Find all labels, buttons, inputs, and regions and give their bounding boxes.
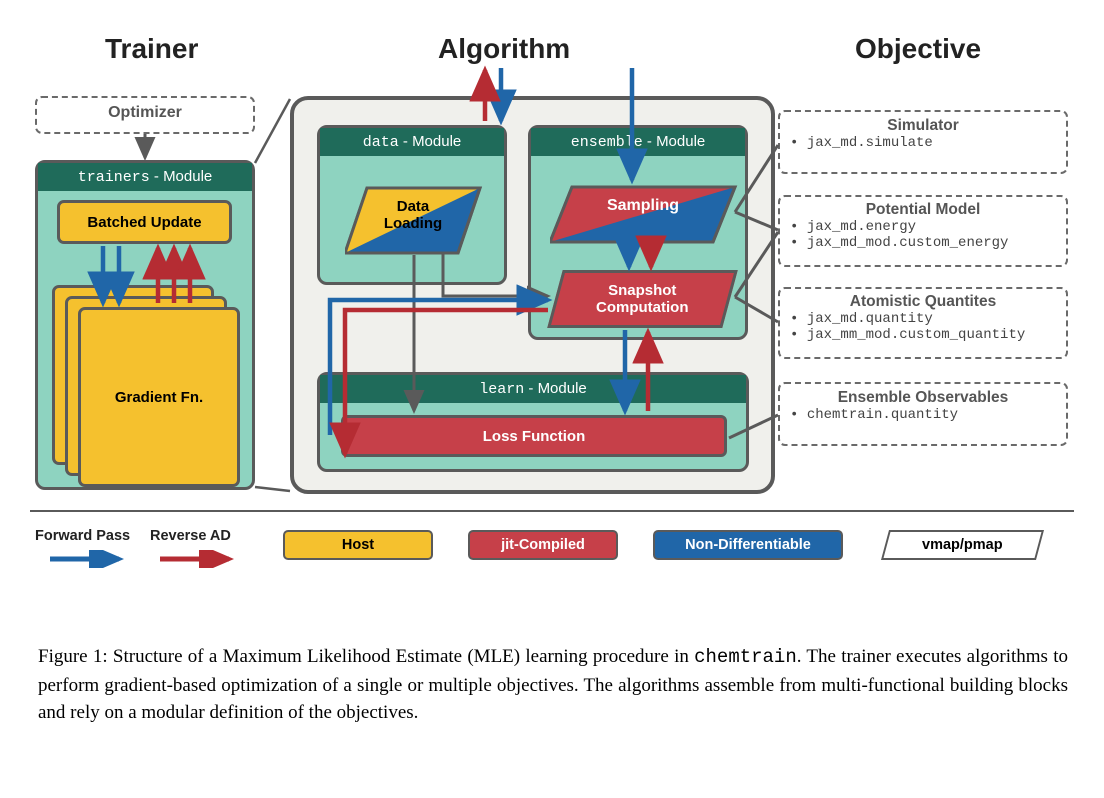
legend-divider [30, 510, 1074, 512]
legend-vmap: vmap/pmap [881, 530, 1044, 560]
data-loading-label: DataLoading [372, 198, 454, 232]
legend-host: Host [283, 530, 433, 560]
obj-simulator: Simulator • jax_md.simulate [778, 110, 1068, 174]
legend-forward-arrow [47, 550, 137, 568]
obj-potential: Potential Model • jax_md.energy • jax_md… [778, 195, 1068, 267]
legend-reverse-label: Reverse AD [150, 528, 231, 544]
title-trainer: Trainer [105, 33, 198, 65]
title-objective: Objective [855, 33, 981, 65]
legend-nondiff: Non-Differentiable [653, 530, 843, 560]
diagram-root: Trainer Algorithm Objective Optimizer tr… [0, 0, 1104, 798]
data-module-header: data - Module [320, 128, 504, 156]
sampling-shape [550, 182, 740, 252]
figure-caption: Figure 1: Structure of a Maximum Likelih… [38, 643, 1068, 727]
trainers-module-header: trainers - Module [38, 163, 252, 191]
gradient-fn-box-1: Gradient Fn. [78, 307, 240, 487]
sampling-label: Sampling [593, 197, 693, 215]
title-algorithm: Algorithm [438, 33, 570, 65]
legend-reverse-arrow [157, 550, 247, 568]
snapshot-box: SnapshotComputation [547, 270, 738, 328]
optimizer-label: Optimizer [37, 98, 253, 122]
batched-update-box: Batched Update [57, 200, 232, 244]
ensemble-module-header: ensemble - Module [531, 128, 745, 156]
obj-ensemble: Ensemble Observables • chemtrain.quantit… [778, 382, 1068, 446]
loss-function-box: Loss Function [341, 415, 727, 457]
legend-forward-label: Forward Pass [35, 528, 130, 544]
legend-jit: jit-Compiled [468, 530, 618, 560]
optimizer-box: Optimizer [35, 96, 255, 134]
obj-atomistic: Atomistic Quantites • jax_md.quantity • … [778, 287, 1068, 359]
learn-module-header: learn - Module [320, 375, 746, 403]
